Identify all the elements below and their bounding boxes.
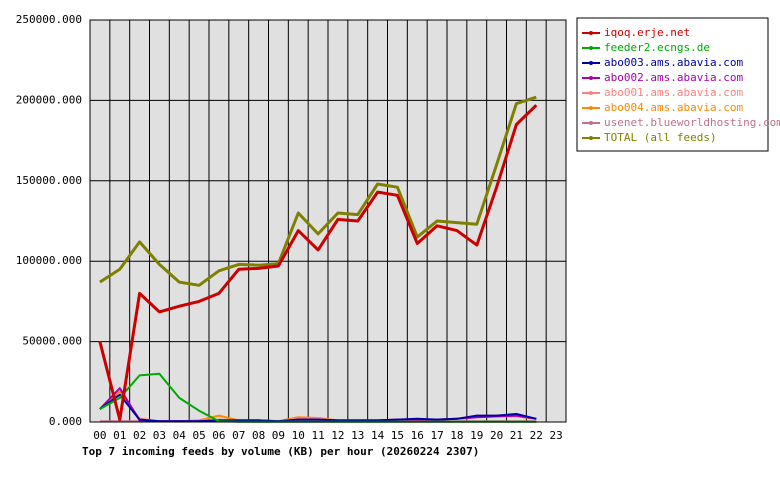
y-tick-label: 150000.000 (16, 174, 82, 187)
legend-marker (589, 136, 593, 140)
x-tick-label: 01 (113, 429, 126, 442)
legend-marker (589, 121, 593, 125)
legend-label: abo002.ams.abavia.com (604, 71, 743, 84)
y-tick-label: 50000.000 (22, 335, 82, 348)
legend-label: feeder2.ecngs.de (604, 41, 710, 54)
x-tick-label: 15 (391, 429, 404, 442)
x-tick-label: 19 (470, 429, 483, 442)
x-tick-label: 22 (530, 429, 543, 442)
x-tick-label: 10 (292, 429, 305, 442)
x-tick-label: 12 (331, 429, 344, 442)
legend-marker (589, 46, 593, 50)
x-tick-label: 04 (173, 429, 187, 442)
plot-border (89, 19, 567, 423)
x-tick-label: 02 (133, 429, 146, 442)
legend-label: usenet.blueworldhosting.com (604, 116, 780, 129)
legend-marker (589, 91, 593, 95)
x-tick-label: 23 (549, 429, 562, 442)
x-tick-label: 00 (93, 429, 106, 442)
x-tick-label: 07 (232, 429, 245, 442)
y-tick-label: 100000.000 (16, 254, 82, 267)
x-tick-label: 05 (192, 429, 205, 442)
chart-title: Top 7 incoming feeds by volume (KB) per … (82, 445, 479, 458)
x-tick-label: 09 (272, 429, 285, 442)
legend-label: abo003.ams.abavia.com (604, 56, 743, 69)
x-tick-label: 06 (212, 429, 225, 442)
x-tick-label: 16 (411, 429, 424, 442)
legend-marker (589, 61, 593, 65)
y-tick-label: 0.000 (49, 415, 82, 428)
legend-marker (589, 106, 593, 110)
x-tick-label: 11 (311, 429, 324, 442)
x-tick-label: 20 (490, 429, 503, 442)
legend (576, 17, 769, 152)
x-tick-label: 21 (510, 429, 523, 442)
legend-label: iqoq.erje.net (604, 26, 690, 39)
legend-label: abo004.ams.abavia.com (604, 101, 743, 114)
x-tick-label: 14 (371, 429, 385, 442)
legend-marker (589, 76, 593, 80)
legend-label: abo001.ams.abavia.com (604, 86, 743, 99)
legend-marker (589, 31, 593, 35)
x-tick-label: 03 (153, 429, 166, 442)
series-line (99, 393, 537, 423)
x-tick-label: 13 (351, 429, 364, 442)
y-tick-label: 200000.000 (16, 93, 82, 106)
x-tick-label: 08 (252, 429, 265, 442)
x-tick-label: 17 (430, 429, 443, 442)
x-tick-label: 18 (450, 429, 463, 442)
y-tick-label: 250000.000 (16, 13, 82, 26)
legend-label: TOTAL (all feeds) (604, 131, 717, 144)
series-line (98, 104, 538, 422)
series-line (99, 95, 537, 287)
